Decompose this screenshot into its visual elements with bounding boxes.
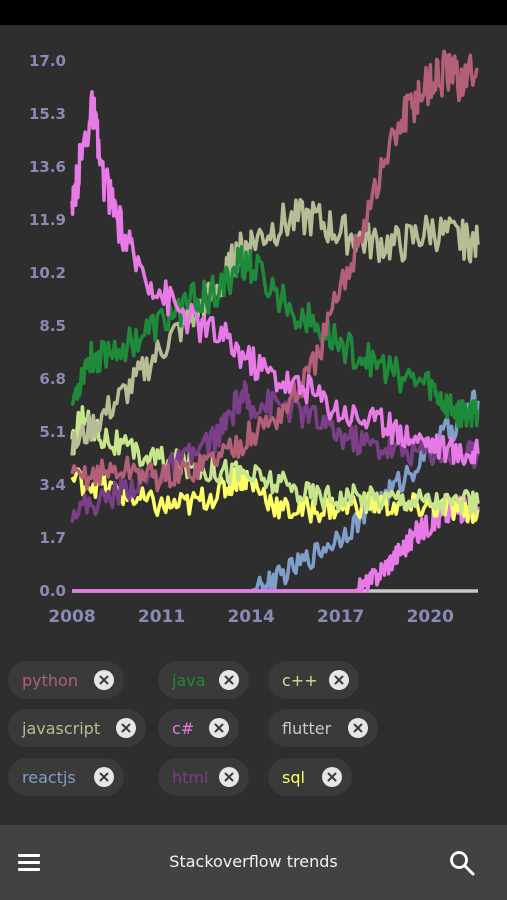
x-tick-label: 2014 <box>227 607 274 627</box>
close-circle-icon[interactable] <box>322 767 342 787</box>
filter-chip-label: sql <box>282 767 305 787</box>
close-circle-icon[interactable] <box>348 718 368 738</box>
y-tick-label: 0.0 <box>39 582 66 600</box>
x-tick-label: 2020 <box>407 607 454 627</box>
x-tick-label: 2017 <box>317 607 364 627</box>
filter-chip-c-[interactable]: c# <box>158 709 239 747</box>
y-tick-label: 1.7 <box>39 529 66 547</box>
y-tick-label: 3.4 <box>39 476 66 494</box>
series-line-sql <box>70 465 480 524</box>
filter-chip-label: c# <box>172 718 195 738</box>
series-line-c- <box>70 90 480 466</box>
y-tick-label: 17.0 <box>29 52 66 70</box>
plot-area <box>70 49 480 593</box>
series-line-python <box>70 49 480 493</box>
bottom-app-bar: Stackoverflow trends <box>0 825 507 900</box>
y-tick-label: 8.5 <box>39 317 66 335</box>
trend-chart: 0.0 1.7 3.4 5.1 6.8 8.5 10.2 11.9 13.6 15.3 17.0 2… <box>29 49 480 627</box>
close-circle-icon[interactable] <box>94 767 114 787</box>
filter-chip-label: html <box>172 767 209 787</box>
filter-chip-flutter[interactable]: flutter <box>268 709 378 747</box>
search-icon[interactable] <box>448 849 476 877</box>
status-bar <box>0 0 507 25</box>
filter-chip-label: c++ <box>282 670 318 690</box>
close-circle-icon[interactable] <box>219 767 239 787</box>
filter-chip-python[interactable]: python <box>8 661 124 699</box>
y-tick-label: 5.1 <box>39 423 66 441</box>
app-title: Stackoverflow trends <box>169 852 338 871</box>
close-circle-icon[interactable] <box>116 718 136 738</box>
filter-chip-label: reactjs <box>22 767 76 787</box>
y-tick-label: 10.2 <box>29 264 66 282</box>
menu-icon[interactable] <box>16 850 44 874</box>
x-tick-label: 2011 <box>138 607 185 627</box>
y-tick-label: 11.9 <box>29 211 66 229</box>
filter-chip-sql[interactable]: sql <box>268 758 352 796</box>
filter-chip-label: javascript <box>22 718 101 738</box>
filter-chip-c-[interactable]: c++ <box>268 661 359 699</box>
filter-chip-html[interactable]: html <box>158 758 249 796</box>
y-tick-label: 6.8 <box>39 370 66 388</box>
filter-chip-label: java <box>172 670 206 690</box>
close-circle-icon[interactable] <box>94 670 114 690</box>
filter-chip-label: flutter <box>282 718 332 738</box>
x-axis: 2008 2011 2014 2017 2020 <box>48 607 454 627</box>
filter-chip-java[interactable]: java <box>158 661 249 699</box>
close-circle-icon[interactable] <box>329 670 349 690</box>
filter-chip-javascript[interactable]: javascript <box>8 709 146 747</box>
y-axis: 0.0 1.7 3.4 5.1 6.8 8.5 10.2 11.9 13.6 15.3 17.0 <box>29 52 66 600</box>
series-line-javascript <box>70 197 480 456</box>
app-body: 0.0 1.7 3.4 5.1 6.8 8.5 10.2 11.9 13.6 15.3 17.0 2… <box>0 25 507 825</box>
close-circle-icon[interactable] <box>209 718 229 738</box>
filter-chip-reactjs[interactable]: reactjs <box>8 758 124 796</box>
close-circle-icon[interactable] <box>219 670 239 690</box>
series-line-html <box>70 380 480 524</box>
filter-chip-label: python <box>22 670 78 690</box>
series-line-java <box>70 245 480 429</box>
y-tick-label: 15.3 <box>29 105 66 123</box>
y-tick-label: 13.6 <box>29 158 66 176</box>
series-line-c- <box>70 405 480 516</box>
series-line-reactjs <box>72 389 480 593</box>
x-tick-label: 2008 <box>48 607 95 627</box>
